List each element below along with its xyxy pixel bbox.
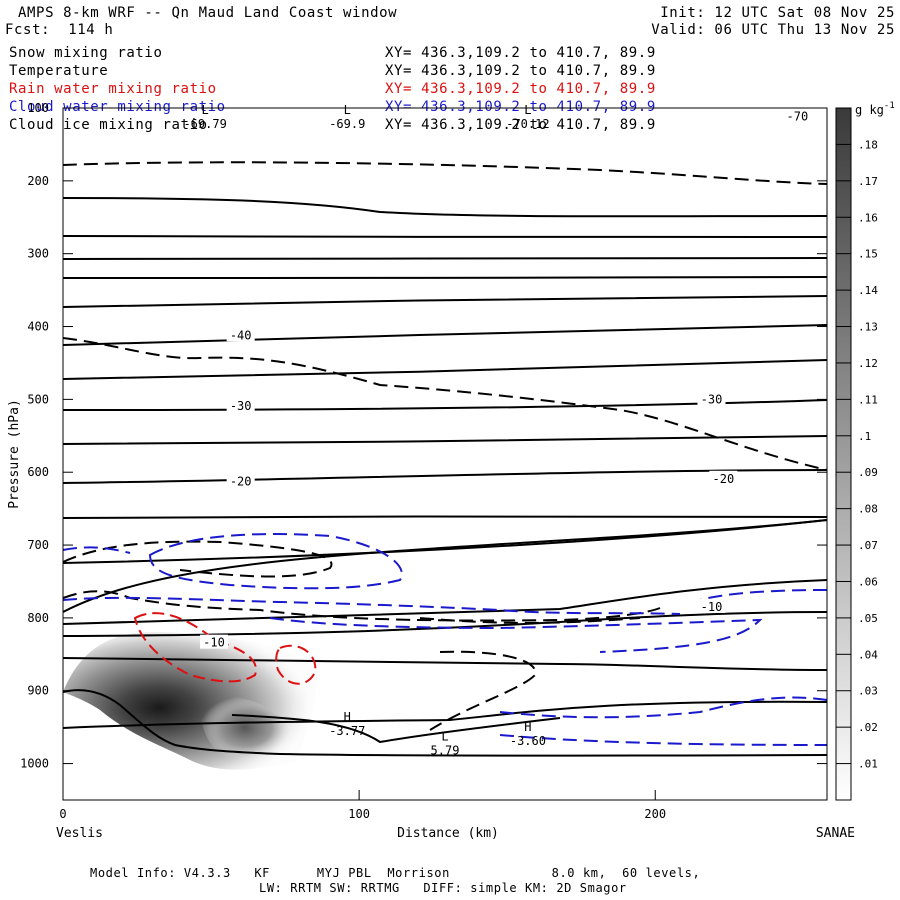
endpoint-right: SANAE bbox=[816, 826, 855, 841]
legend-temperature-xy: XY= 436.3,109.2 to 410.7, 89.9 bbox=[385, 63, 656, 79]
extremum-marker: L bbox=[344, 103, 351, 117]
forecast-hour: Fcst: 114 h bbox=[5, 22, 114, 38]
colorbar-tick-label: .07 bbox=[858, 539, 878, 552]
colorbar-tick-label: .16 bbox=[858, 211, 878, 224]
temperature-label-bg bbox=[226, 327, 255, 342]
temperature-label: -70 bbox=[787, 110, 809, 124]
extremum-value: -3.77 bbox=[329, 724, 365, 738]
chart-title: AMPS 8-km WRF -- Qn Maud Land Coast wind… bbox=[18, 5, 398, 21]
colorbar-tick-label: .01 bbox=[858, 758, 878, 771]
colorbar-tick-label: .03 bbox=[858, 685, 878, 698]
colorbar-tick-label: .17 bbox=[858, 175, 878, 188]
valid-time: Valid: 06 UTC Thu 13 Nov 25 bbox=[651, 22, 895, 38]
y-tick-label: 100 bbox=[27, 101, 49, 115]
y-axis-label: Pressure (hPa) bbox=[7, 399, 22, 509]
y-tick-label: 600 bbox=[27, 465, 49, 479]
extrema-labels: H-3.77 L5.79H-3.60L-69.9L-69.79L-70.12 bbox=[183, 103, 549, 757]
legend-cloud-ice-xy: XY= 436.3,109.2 to 410.7, 89.9 bbox=[385, 117, 656, 133]
temperature-labels: -70 -40 -30 -30 -20 -20 -10 -10 bbox=[200, 108, 812, 650]
extremum-value: -69.9 bbox=[329, 117, 365, 131]
temperature-label-bg bbox=[783, 108, 812, 123]
temperature-label-bg bbox=[709, 470, 738, 485]
legend-cloud-water: Cloud water mixing ratio bbox=[9, 99, 226, 115]
colorbar-tick-label: .14 bbox=[858, 284, 878, 297]
y-tick-label: 200 bbox=[27, 174, 49, 188]
colorbar-tick-label: .1 bbox=[858, 430, 871, 443]
y-tick-label: 500 bbox=[27, 392, 49, 406]
rain-contours bbox=[133, 612, 317, 685]
colorbar-tick-label: .04 bbox=[858, 648, 878, 661]
temperature-label-bg bbox=[697, 598, 726, 613]
temperature-label-bg bbox=[697, 391, 726, 406]
model-info-physics: LW: RRTM SW: RRTMG DIFF: simple KM: 2D S… bbox=[259, 881, 627, 895]
colorbar-tick-label: .18 bbox=[858, 138, 878, 151]
legend-cloud-ice: Cloud ice mixing ratio bbox=[9, 117, 208, 133]
extremum-marker: L bbox=[441, 730, 448, 744]
legend-rain: Rain water mixing ratio bbox=[9, 81, 217, 97]
colorbar-tick-label: .09 bbox=[858, 466, 878, 479]
extremum-marker: L bbox=[524, 103, 531, 117]
extremum-value: -69.79 bbox=[183, 117, 226, 131]
temperature-label-bg bbox=[200, 634, 229, 649]
temperature-label: -20 bbox=[713, 472, 735, 486]
endpoint-left: Veslis bbox=[56, 826, 103, 841]
x-tick-label: 0 bbox=[59, 807, 66, 821]
init-time: Init: 12 UTC Sat 08 Nov 25 bbox=[660, 5, 895, 21]
colorbar-unit: g kg-1 bbox=[855, 101, 895, 117]
colorbar-tick-label: .05 bbox=[858, 612, 878, 625]
legend-snow: Snow mixing ratio bbox=[9, 45, 163, 61]
y-tick-label: 900 bbox=[27, 684, 49, 698]
colorbar-tick-label: .15 bbox=[858, 248, 878, 261]
temperature-label: -20 bbox=[230, 475, 252, 489]
extremum-marker: L bbox=[202, 103, 209, 117]
colorbar bbox=[835, 107, 852, 801]
extremum-value: -70.12 bbox=[506, 117, 549, 131]
snow-shading-core bbox=[199, 696, 290, 759]
extremum-value: -3.60 bbox=[510, 734, 546, 748]
temperature-label-bg bbox=[226, 473, 255, 488]
legend-snow-xy: XY= 436.3,109.2 to 410.7, 89.9 bbox=[385, 45, 656, 61]
colorbar-tick-label: .08 bbox=[858, 503, 878, 516]
legend-cloud-water-xy: XY= 436.3,109.2 to 410.7, 89.9 bbox=[385, 99, 656, 115]
x-axis-label: Distance (km) bbox=[397, 826, 499, 841]
y-tick-label: 1000 bbox=[20, 757, 49, 771]
colorbar-ticks: .18 .17 .16 .15 .14 .13 .12 .11 .1 .09 .08 .07 .06 .0… bbox=[836, 138, 878, 771]
temperature-label: -10 bbox=[701, 600, 723, 614]
temperature-label: -40 bbox=[230, 328, 252, 342]
x-tick-label: 200 bbox=[644, 807, 666, 821]
y-tick-label: 400 bbox=[27, 320, 49, 334]
y-axis: 100 200 300 400 500 600 700 800 900 1000 bbox=[20, 101, 827, 771]
extremum-value: 5.79 bbox=[431, 744, 460, 758]
temperature-label: -30 bbox=[701, 392, 723, 406]
temperature-label-bg bbox=[226, 397, 255, 412]
temperature-label: -10 bbox=[203, 636, 225, 650]
extremum-marker: H bbox=[344, 710, 351, 724]
x-axis: 0 100 200 bbox=[59, 790, 666, 821]
temperature-contours bbox=[62, 197, 828, 744]
y-tick-label: 800 bbox=[27, 611, 49, 625]
extremum-marker: H bbox=[524, 720, 531, 734]
colorbar-tick-label: .06 bbox=[858, 575, 878, 588]
terrain-line bbox=[62, 689, 828, 757]
model-info: Model Info: V4.3.3 KF MYJ PBL Morrison 8… bbox=[90, 866, 701, 880]
colorbar-tick-label: .13 bbox=[858, 321, 878, 334]
x-tick-label: 100 bbox=[348, 807, 370, 821]
colorbar-tick-label: .02 bbox=[858, 721, 878, 734]
y-tick-label: 700 bbox=[27, 538, 49, 552]
y-tick-label: 300 bbox=[27, 247, 49, 261]
legend-rain-xy: XY= 436.3,109.2 to 410.7, 89.9 bbox=[385, 81, 656, 97]
legend-temperature: Temperature bbox=[9, 63, 109, 79]
colorbar-tick-label: .11 bbox=[858, 393, 878, 406]
temperature-label: -30 bbox=[230, 399, 252, 413]
plot-frame bbox=[62, 107, 828, 801]
cloud-water-contours bbox=[62, 533, 828, 746]
colorbar-tick-label: .12 bbox=[858, 357, 878, 370]
